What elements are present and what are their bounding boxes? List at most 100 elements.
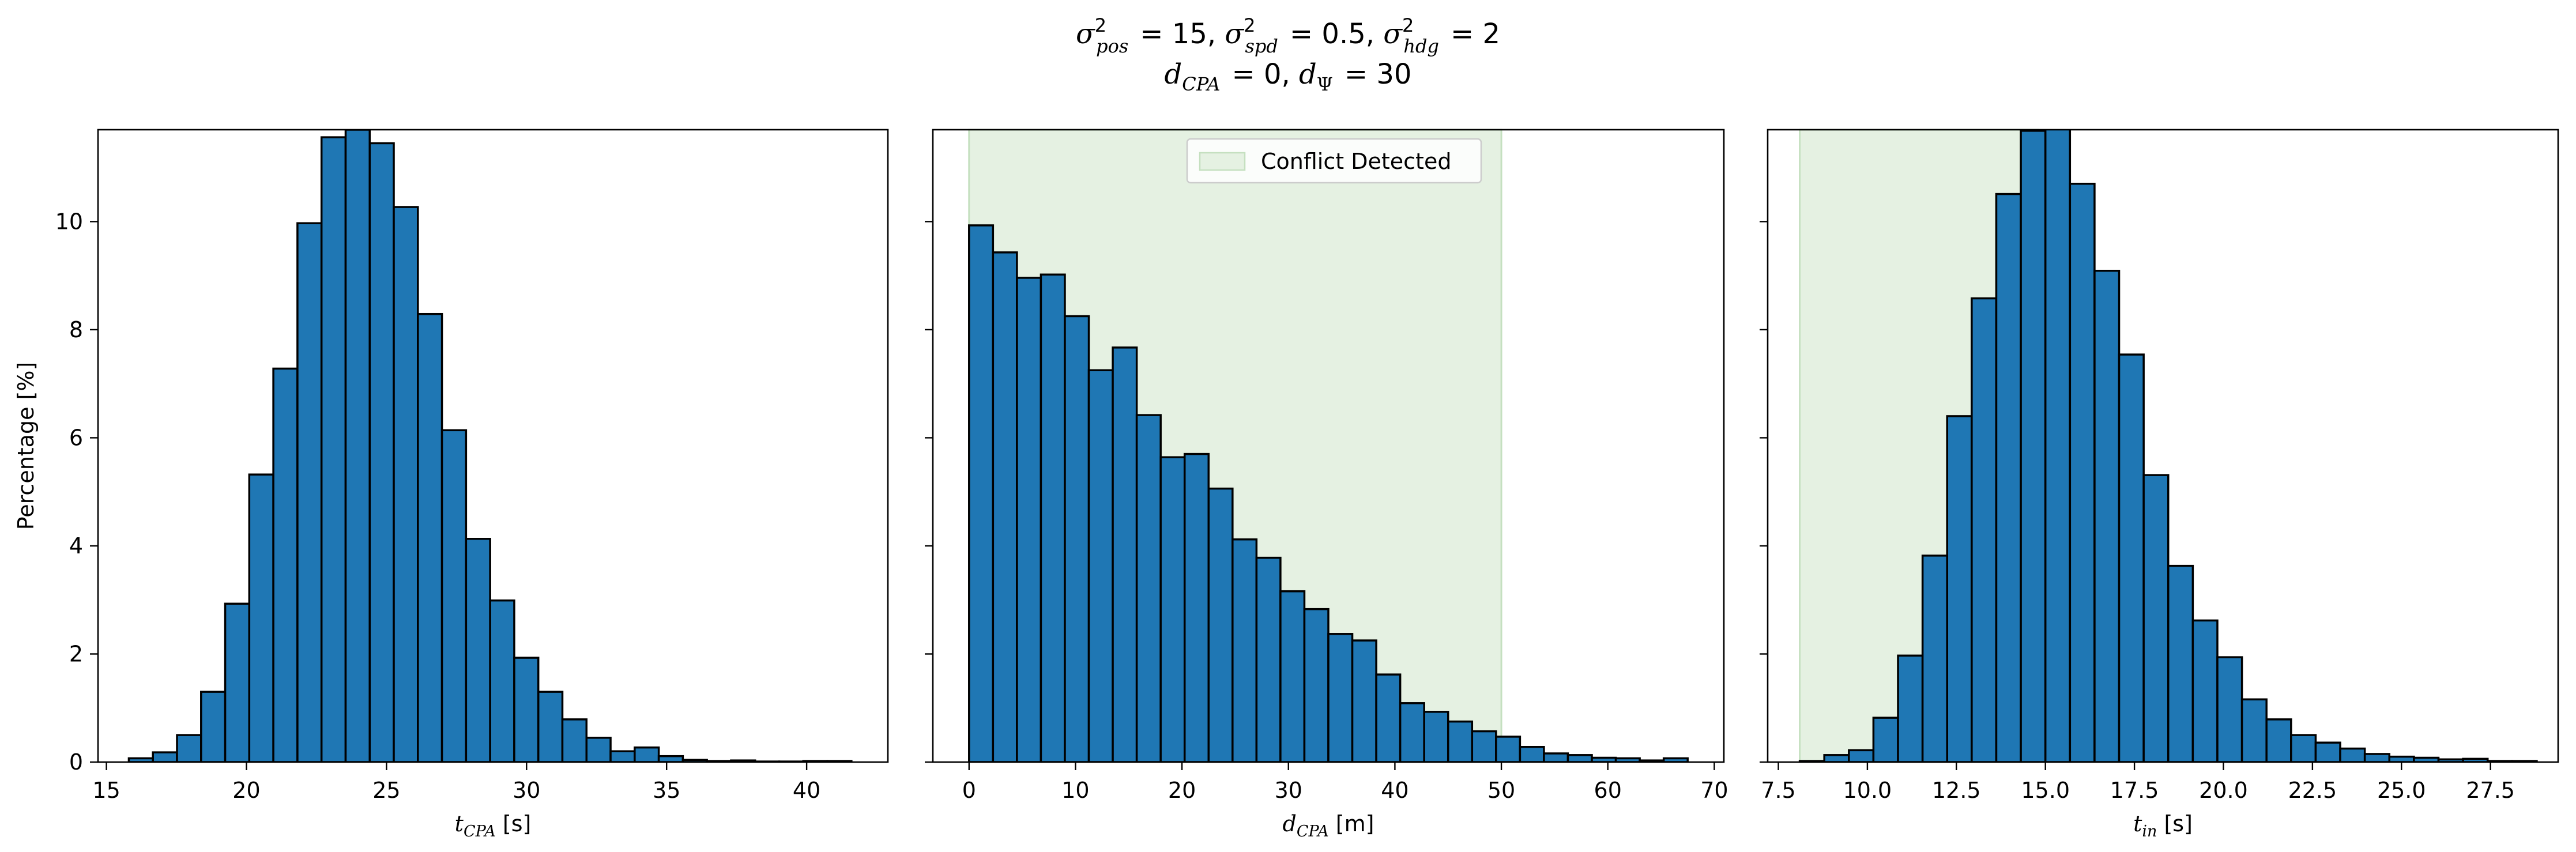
x-tick-label: 70 <box>1700 778 1728 803</box>
x-tick-label: 40 <box>1381 778 1408 803</box>
histogram-bar <box>561 718 588 762</box>
x-tick-label: 7.5 <box>1761 778 1795 803</box>
histogram-bar <box>1897 654 1924 762</box>
axes-frame <box>97 129 889 763</box>
x-tick-label: 12.5 <box>1932 778 1981 803</box>
histogram-bar <box>1016 277 1042 762</box>
bars <box>127 130 853 762</box>
histogram-bar <box>1995 193 2022 762</box>
histogram-bar <box>2093 269 2121 762</box>
x-tick-label: 15.0 <box>2021 778 2070 803</box>
histogram-bar <box>2044 130 2072 762</box>
histogram-bar <box>2290 734 2317 762</box>
x-axis-label: tin [s] <box>2133 811 2193 840</box>
histogram-bar <box>1087 369 1114 762</box>
x-axis-label: dCPA [m] <box>1283 811 1374 840</box>
histogram-bar <box>1423 711 1449 762</box>
y-axis-label: Percentage [%] <box>13 362 39 530</box>
histogram-bar <box>465 538 491 762</box>
x-tick-label: 20.0 <box>2199 778 2248 803</box>
legend-box <box>1186 138 1482 184</box>
histogram-bar <box>1112 346 1138 762</box>
x-tick-label: 30 <box>513 778 540 803</box>
histogram-bar <box>2314 741 2341 762</box>
y-tick-label: 2 <box>69 641 83 666</box>
histogram-bar <box>320 136 347 762</box>
legend-label: Conflict Detected <box>1261 149 1451 174</box>
histogram-bar <box>393 206 419 762</box>
histogram-bar <box>1946 415 1973 762</box>
histogram-bar <box>344 130 371 762</box>
histogram-bar <box>1183 453 1210 762</box>
histogram-bar <box>1399 702 1425 762</box>
histogram-bar <box>1207 487 1234 762</box>
histogram-bar <box>1303 608 1330 762</box>
histogram-bar <box>489 599 515 762</box>
histogram-bar <box>2265 718 2292 762</box>
x-tick-label: 20 <box>232 778 260 803</box>
histogram-bar <box>2142 474 2170 762</box>
x-tick-label: 22.5 <box>2288 778 2337 803</box>
histogram-bar <box>1471 730 1497 762</box>
x-tick-label: 10.0 <box>1843 778 1892 803</box>
histogram-bar <box>968 224 995 762</box>
panel-t-in: 7.5 10.0 12.5 15.0 17.5 20.0 22.5 25.0 27.5 tin [… <box>1760 129 2559 840</box>
histogram-bar <box>1971 297 1998 762</box>
histogram-bar <box>609 750 636 762</box>
histogram-bar <box>200 691 227 762</box>
histogram-bar <box>1159 456 1186 762</box>
histogram-bar <box>1231 538 1258 762</box>
histogram-bar <box>992 251 1018 762</box>
histogram-bar <box>1351 639 1377 762</box>
panel-d-cpa: 0 10 20 30 40 50 60 70 dCPA [m] Conflict Detected <box>925 129 1728 840</box>
histogram-bar <box>513 657 540 762</box>
bars <box>1798 130 2538 762</box>
x-tick-label: 17.5 <box>2110 778 2159 803</box>
y-tick-label: 8 <box>69 317 83 342</box>
histogram-bar <box>224 602 251 762</box>
histogram-bar <box>2240 698 2268 762</box>
legend-swatch <box>1199 152 1246 171</box>
x-tick-label: 40 <box>793 778 820 803</box>
y-tick-label: 0 <box>69 749 83 775</box>
x-tick-label: 50 <box>1487 778 1515 803</box>
histogram-bar <box>1327 633 1354 762</box>
x-tick-label: 15 <box>92 778 120 803</box>
histogram-bar <box>2216 656 2243 762</box>
histogram-bar <box>1543 752 1569 762</box>
histogram-bar <box>248 473 274 762</box>
histogram-bar <box>537 691 564 762</box>
histogram-bar <box>1872 717 1899 762</box>
histogram-bar <box>2388 755 2415 762</box>
histogram-bar <box>1135 414 1162 762</box>
histogram-bar <box>1495 736 1522 762</box>
x-tick-label: 25.0 <box>2377 778 2426 803</box>
x-tick-label: 35 <box>653 778 680 803</box>
y-tick-label: 10 <box>55 209 83 234</box>
histogram-bar <box>1519 745 1545 762</box>
histogram-bar <box>368 142 395 762</box>
histogram-bar <box>1375 673 1402 762</box>
histogram-bar <box>1447 720 1474 762</box>
x-tick-label: 27.5 <box>2466 778 2515 803</box>
histogram-bar <box>1823 754 1850 762</box>
histogram-bar <box>2339 747 2366 762</box>
histogram-bar <box>2069 183 2096 762</box>
histogram-bar <box>1566 754 1593 762</box>
x-tick-label: 10 <box>1061 778 1089 803</box>
histogram-bar <box>1255 556 1282 762</box>
y-tick-label: 6 <box>69 425 83 450</box>
histogram-bar <box>1921 555 1949 762</box>
panel-t-cpa: 15 20 25 30 35 40 0 2 4 6 8 10 tCPA [s] Percentage [%… <box>13 129 889 840</box>
histogram-bar <box>585 737 612 762</box>
histogram-bar <box>1848 749 1875 762</box>
y-tick-label: 4 <box>69 533 83 559</box>
figure-title-line-1: σ2 pos = 15, σ2 spd = 0.5, σ2 hdg = 2 <box>1076 14 1500 57</box>
histogram-bar <box>2118 353 2145 762</box>
x-tick-label: 0 <box>962 778 976 803</box>
histogram-bar <box>1279 590 1306 762</box>
histogram-bar <box>417 312 443 762</box>
histogram-bar <box>272 367 299 762</box>
histogram-bar <box>2167 564 2194 762</box>
